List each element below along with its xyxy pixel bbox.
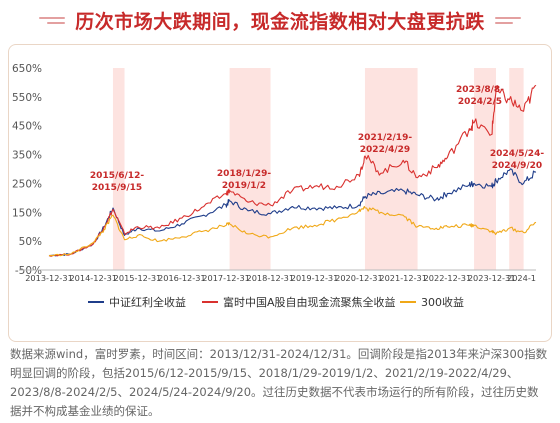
y-tick-label: 150% bbox=[12, 207, 42, 219]
y-tick-label: -50% bbox=[15, 265, 42, 277]
series-line-0 bbox=[48, 168, 537, 257]
y-tick-label: 50% bbox=[19, 236, 42, 248]
x-tick-label: 2024-1 bbox=[507, 273, 536, 283]
shaded-period-3 bbox=[474, 68, 497, 270]
chart-card bbox=[8, 44, 552, 342]
shaded-period-2 bbox=[364, 68, 418, 270]
footnote: 数据来源wind，富时罗素，时间区间：2013/12/31-2024/12/31… bbox=[10, 347, 548, 418]
header: 历次市场大跌期间，现金流指数相对大盘更抗跌 bbox=[0, 0, 560, 40]
legend-label: 富时中国A股自由现金流聚焦全收益 bbox=[223, 295, 396, 309]
shaded-period-1 bbox=[229, 68, 271, 270]
x-tick-label: 2020-12-31 bbox=[335, 273, 383, 283]
legend-label: 中证红利全收益 bbox=[109, 295, 186, 309]
shaded-period-0 bbox=[112, 68, 125, 270]
y-tick-label: 650% bbox=[12, 63, 42, 75]
period-label: 2024/2/5 bbox=[458, 97, 502, 107]
x-tick-label: 2016-12-31 bbox=[158, 273, 206, 283]
x-tick-label: 2013-12-31 bbox=[25, 273, 73, 283]
period-label: 2024/9/20 bbox=[492, 161, 542, 171]
period-label: 2015/6/12- bbox=[90, 171, 144, 181]
period-label: 2022/4/29 bbox=[360, 145, 410, 155]
y-tick-label: 350% bbox=[12, 150, 42, 162]
period-label: 2024/5/24- bbox=[490, 149, 544, 159]
y-tick-label: 550% bbox=[12, 92, 42, 104]
legend-label: 300收益 bbox=[421, 295, 464, 309]
line-chart: -50% 50% 150% 250% 350% 450% 550% 650% 2013-12-3… bbox=[12, 63, 544, 309]
x-tick-label: 2017-12-31 bbox=[202, 273, 250, 283]
x-tick-label: 2022-12-31 bbox=[424, 273, 472, 283]
x-tick-label: 2021-12-31 bbox=[379, 273, 427, 283]
title-decoration-right bbox=[494, 16, 521, 24]
title-decoration-left bbox=[39, 16, 66, 24]
period-label: 2023/8/8- bbox=[456, 85, 504, 95]
period-label: 2018/1/29- bbox=[217, 169, 271, 179]
shaded-period-4 bbox=[509, 68, 524, 270]
y-tick-label: 450% bbox=[12, 121, 42, 133]
page-title: 历次市场大跌期间，现金流指数相对大盘更抗跌 bbox=[75, 10, 485, 33]
period-label: 2019/1/2 bbox=[222, 181, 266, 191]
x-tick-label: 2015-12-31 bbox=[114, 273, 162, 283]
x-tick-label: 2018-12-31 bbox=[247, 273, 295, 283]
x-tick-label: 2014-12-31 bbox=[69, 273, 117, 283]
series-line-2 bbox=[48, 205, 537, 257]
period-label: 2015/9/15 bbox=[92, 183, 142, 193]
x-tick-label: 2019-12-31 bbox=[291, 273, 339, 283]
y-tick-label: 250% bbox=[12, 178, 42, 190]
period-label: 2021/2/19- bbox=[358, 133, 412, 143]
series-line-1 bbox=[48, 84, 537, 257]
x-tick-label: 2023-12-31 bbox=[468, 273, 516, 283]
